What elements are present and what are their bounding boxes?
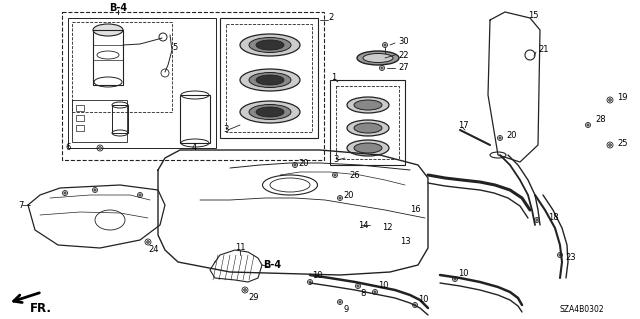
- Text: 3: 3: [223, 125, 228, 135]
- Text: B-4: B-4: [109, 3, 127, 13]
- Bar: [76, 115, 84, 121]
- Ellipse shape: [363, 54, 393, 63]
- Ellipse shape: [354, 123, 382, 133]
- Text: 27: 27: [398, 63, 408, 72]
- Circle shape: [374, 291, 376, 293]
- Text: 25: 25: [617, 138, 627, 147]
- Text: 20: 20: [298, 159, 308, 167]
- Ellipse shape: [256, 75, 284, 85]
- Text: SZA4B0302: SZA4B0302: [560, 306, 605, 315]
- Text: 12: 12: [382, 224, 392, 233]
- Bar: [220, 18, 318, 138]
- Text: 24: 24: [148, 246, 159, 255]
- Circle shape: [294, 164, 296, 166]
- Circle shape: [609, 99, 611, 101]
- Circle shape: [339, 301, 341, 303]
- Circle shape: [309, 281, 311, 283]
- Circle shape: [64, 192, 66, 194]
- Ellipse shape: [347, 97, 389, 113]
- Text: 17: 17: [458, 121, 468, 130]
- Text: 8: 8: [360, 290, 365, 299]
- Circle shape: [334, 174, 336, 176]
- Text: 5: 5: [172, 43, 177, 53]
- Text: 10: 10: [378, 281, 388, 291]
- Text: 6: 6: [65, 144, 70, 152]
- Text: 20: 20: [343, 191, 353, 201]
- Circle shape: [587, 124, 589, 126]
- Bar: [336, 86, 399, 159]
- Ellipse shape: [240, 101, 300, 123]
- Bar: [226, 24, 312, 132]
- Ellipse shape: [354, 143, 382, 153]
- Circle shape: [99, 147, 101, 149]
- Bar: [76, 105, 84, 111]
- Text: 16: 16: [410, 205, 420, 214]
- Ellipse shape: [354, 100, 382, 110]
- Ellipse shape: [256, 40, 284, 50]
- Circle shape: [244, 289, 246, 291]
- Circle shape: [609, 144, 611, 146]
- Ellipse shape: [240, 69, 300, 91]
- Text: 21: 21: [538, 46, 548, 55]
- Text: 4: 4: [192, 143, 197, 152]
- Text: 30: 30: [398, 38, 408, 47]
- Bar: [62, 12, 324, 160]
- Circle shape: [94, 189, 96, 191]
- Text: 1: 1: [331, 73, 336, 83]
- Text: 3: 3: [333, 155, 339, 165]
- Text: 14: 14: [358, 220, 369, 229]
- Text: 11: 11: [235, 243, 246, 253]
- Text: B-4: B-4: [263, 260, 281, 270]
- Ellipse shape: [347, 140, 389, 156]
- Ellipse shape: [357, 51, 399, 65]
- Text: 10: 10: [418, 295, 429, 305]
- Text: 28: 28: [595, 115, 605, 124]
- Text: FR.: FR.: [30, 301, 52, 315]
- Text: 10: 10: [312, 271, 323, 280]
- Text: 7: 7: [18, 201, 24, 210]
- Ellipse shape: [249, 105, 291, 120]
- Ellipse shape: [347, 120, 389, 136]
- Circle shape: [536, 219, 538, 221]
- Circle shape: [381, 67, 383, 69]
- Circle shape: [139, 194, 141, 196]
- Ellipse shape: [93, 24, 123, 36]
- Bar: [180, 95, 210, 143]
- Bar: [93, 30, 123, 85]
- Bar: [112, 105, 128, 133]
- Text: 29: 29: [248, 293, 259, 302]
- Bar: [76, 125, 84, 131]
- Text: 18: 18: [548, 213, 559, 222]
- Text: 10: 10: [458, 270, 468, 278]
- Text: 26: 26: [349, 170, 360, 180]
- Bar: [72, 22, 172, 112]
- Circle shape: [559, 254, 561, 256]
- Bar: [68, 18, 216, 148]
- Text: 23: 23: [565, 254, 575, 263]
- Circle shape: [384, 44, 386, 46]
- Text: 20: 20: [506, 130, 516, 139]
- Circle shape: [147, 241, 149, 243]
- Circle shape: [454, 278, 456, 280]
- Text: 2: 2: [328, 13, 333, 23]
- Ellipse shape: [249, 72, 291, 87]
- Text: 19: 19: [617, 93, 627, 102]
- Text: 9: 9: [343, 306, 348, 315]
- Circle shape: [414, 304, 416, 306]
- Text: 13: 13: [400, 238, 411, 247]
- Circle shape: [339, 197, 341, 199]
- Circle shape: [499, 137, 501, 139]
- Ellipse shape: [240, 34, 300, 56]
- Circle shape: [357, 285, 359, 287]
- Ellipse shape: [256, 107, 284, 117]
- Ellipse shape: [249, 38, 291, 53]
- Bar: [72, 100, 127, 142]
- Bar: [330, 80, 405, 165]
- Text: 15: 15: [528, 11, 538, 20]
- Text: 22: 22: [398, 50, 408, 60]
